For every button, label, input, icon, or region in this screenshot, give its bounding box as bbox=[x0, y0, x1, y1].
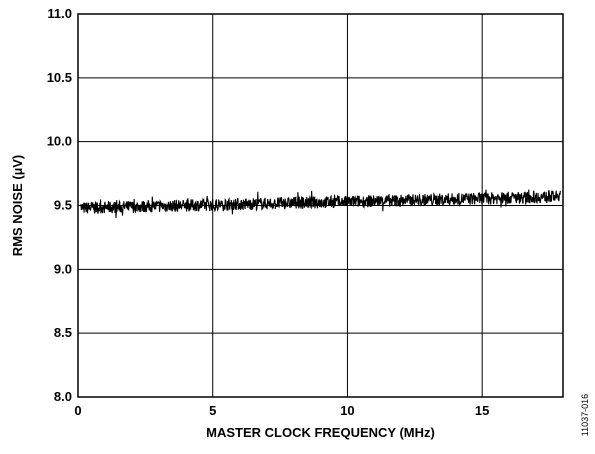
y-tick-label: 9.0 bbox=[54, 261, 72, 276]
y-tick-label: 9.5 bbox=[54, 198, 72, 213]
plot-frame bbox=[77, 13, 564, 398]
x-axis-label: MASTER CLOCK FREQUENCY (MHz) bbox=[206, 425, 435, 440]
rms-noise-line bbox=[80, 189, 561, 218]
y-tick-label: 10.5 bbox=[47, 70, 72, 85]
y-axis-label: RMS NOISE (µV) bbox=[10, 155, 25, 256]
x-tick-label: 0 bbox=[74, 403, 81, 418]
x-tick-label: 10 bbox=[340, 403, 354, 418]
y-tick-label: 11.0 bbox=[47, 6, 72, 21]
figure-id: 11037-016 bbox=[580, 394, 590, 436]
x-tick-label: 5 bbox=[209, 403, 216, 418]
y-tick-labels: 8.0 8.5 9.0 9.5 10.0 10.5 11.0 bbox=[47, 6, 72, 404]
y-tick-label: 8.5 bbox=[54, 325, 72, 340]
y-tick-label: 10.0 bbox=[47, 134, 72, 149]
x-tick-labels: 0 5 10 15 bbox=[74, 403, 489, 418]
y-tick-label: 8.0 bbox=[54, 389, 72, 404]
series-group bbox=[80, 189, 561, 218]
x-tick-label: 15 bbox=[475, 403, 489, 418]
